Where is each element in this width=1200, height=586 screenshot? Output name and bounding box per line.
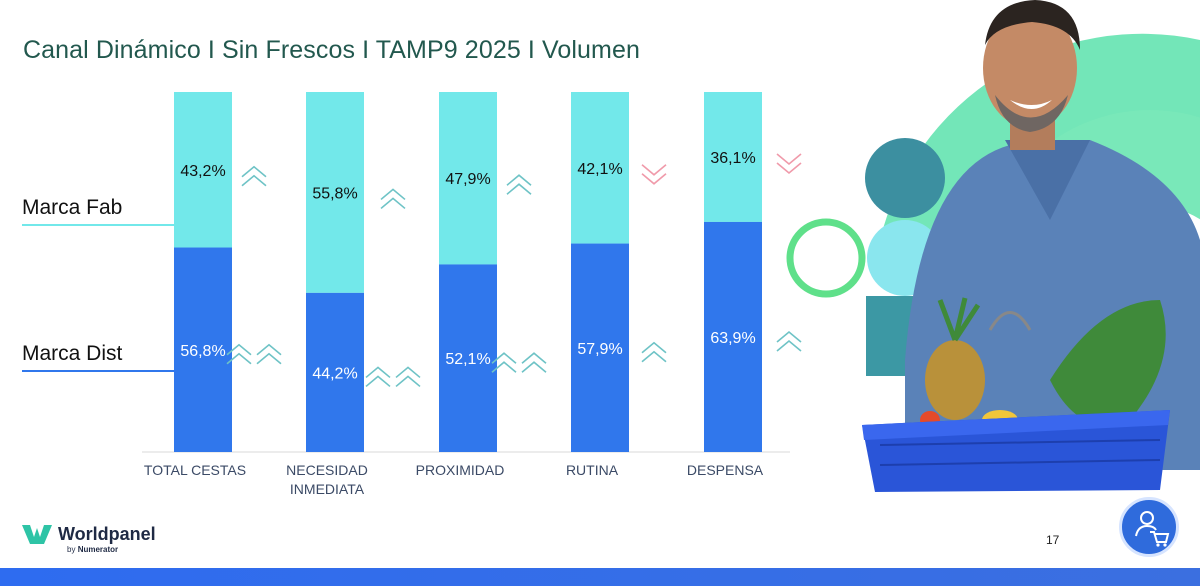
bar-marca-fab [174,92,232,248]
bar-marca-dist [439,264,497,452]
bar-marca-dist [306,292,364,452]
bar-marca-dist [704,221,762,452]
bar-marca-dist [174,247,232,452]
trend-arrow-dist [256,343,282,365]
legend-marca-dist: Marca Dist [22,342,123,365]
bottom-bar [0,568,1200,586]
trend-arrow-dist [776,330,802,352]
bar-marca-fab [704,92,762,222]
page-title: Canal Dinámico I Sin Frescos I TAMP9 202… [23,36,640,64]
bar-marca-dist [571,243,629,452]
trend-arrow-dist [395,366,421,388]
data-label-dist: 63,9% [710,330,755,347]
category-label: INMEDIATA [290,481,365,497]
brand-by: by [67,545,76,554]
category-label: NECESIDAD [286,462,368,478]
category-label: PROXIMIDAD [416,462,505,478]
trend-arrow-fab [506,174,532,195]
data-label-fab: 36,1% [710,150,755,167]
data-label-fab: 43,2% [180,163,225,180]
legend-fab-line [22,224,174,226]
legend-marca-fab: Marca Fab [22,196,123,219]
trend-arrow-fab [641,164,667,185]
stacked-bar-chart: 43,2% 56,8% TOTAL CESTAS 55,8% 44,2% NECESIDA… [142,92,802,497]
data-label-dist: 44,2% [312,365,357,382]
bar-marca-fab [571,92,629,244]
brand-name: Worldpanel [58,524,156,544]
cart-badge [1119,497,1179,557]
trend-arrow-dist [491,352,517,373]
category-label: DESPENSA [687,462,764,478]
data-label-dist: 52,1% [445,351,490,368]
data-label-dist: 56,8% [180,343,225,360]
trend-arrow-dist [365,366,391,388]
category-label: RUTINA [566,462,619,478]
bar-marca-fab [439,92,497,265]
shopper-cart-icon [1135,511,1170,547]
trend-arrow-dist [226,343,252,365]
data-label-dist: 57,9% [577,341,622,358]
trend-arrow-fab [380,188,406,210]
data-label-fab: 55,8% [312,185,357,202]
data-label-fab: 47,9% [445,171,490,188]
trend-arrow-fab [241,165,267,187]
category-label: TOTAL CESTAS [144,462,246,478]
worldpanel-w-icon [22,525,52,544]
brand-sub-name: Numerator [77,545,119,554]
trend-arrow-dist [521,352,547,373]
legend-dist-line [22,370,174,372]
page-number: 17 [1046,533,1060,547]
data-label-fab: 42,1% [577,161,622,178]
trend-arrow-dist [641,341,667,363]
trend-arrow-fab [776,153,802,175]
worldpanel-logo: Worldpanel [22,523,156,545]
bar-marca-fab [306,92,364,293]
brand-sub: by Numerator [67,545,118,554]
